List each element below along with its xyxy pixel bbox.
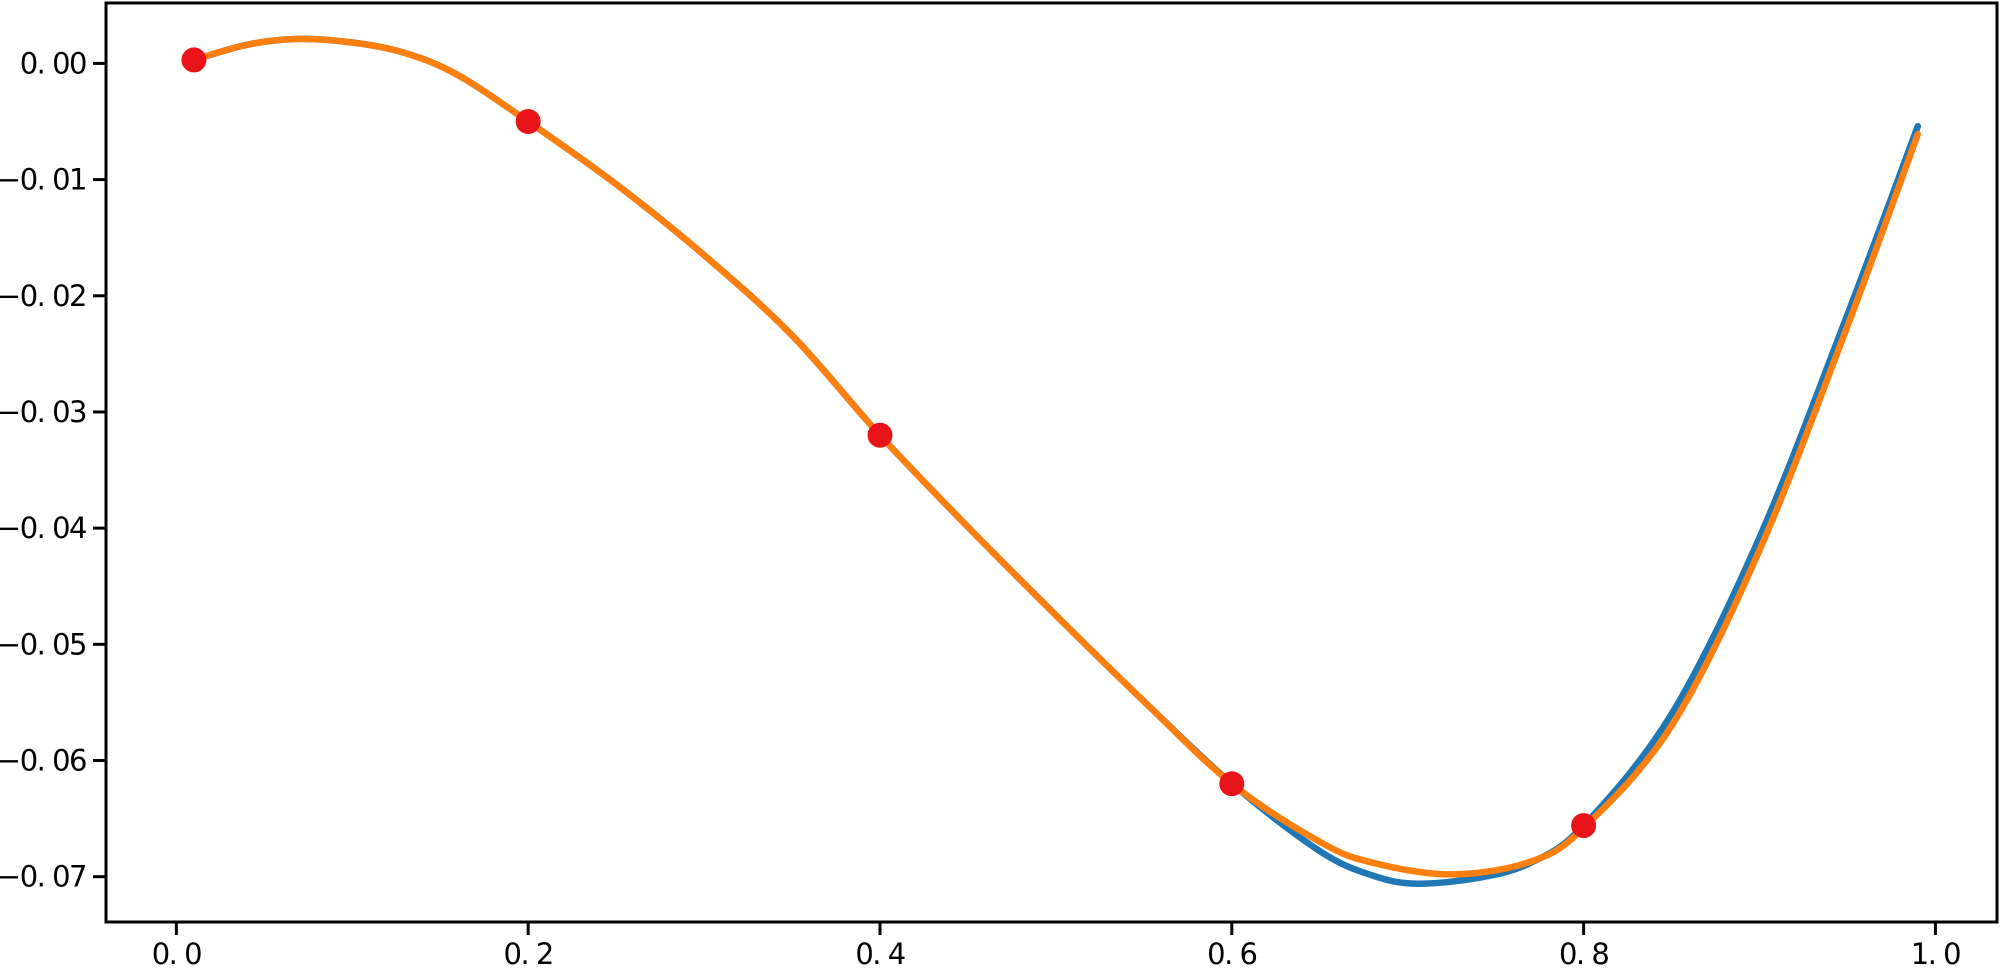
series-line-orange bbox=[190, 35, 1922, 878]
node-marker bbox=[515, 109, 541, 135]
y-tick-label: −0. 07 bbox=[0, 860, 86, 894]
y-tick-label: −0. 05 bbox=[0, 627, 86, 661]
y-tick-label: −0. 01 bbox=[0, 163, 86, 197]
y-tick-label: −0. 02 bbox=[0, 279, 86, 313]
y-tick-label: 0. 00 bbox=[20, 46, 86, 80]
node-marker bbox=[181, 47, 207, 73]
x-tick-label: 0. 8 bbox=[1559, 937, 1608, 969]
y-tick-label: −0. 03 bbox=[0, 395, 86, 429]
y-tick-label: −0. 04 bbox=[0, 511, 86, 545]
series-line-blue bbox=[190, 35, 1922, 887]
node-marker bbox=[867, 422, 893, 448]
plot-border bbox=[104, 1, 1999, 924]
x-tick-label: 0. 4 bbox=[855, 937, 904, 969]
x-tick-label: 1. 0 bbox=[1911, 937, 1960, 969]
x-tick-label: 0. 6 bbox=[1207, 937, 1256, 969]
y-tick-label: −0. 06 bbox=[0, 744, 86, 778]
node-marker bbox=[1571, 813, 1597, 839]
x-tick-label: 0. 0 bbox=[152, 937, 201, 969]
x-tick-label: 0. 2 bbox=[504, 937, 553, 969]
node-marker bbox=[1219, 771, 1245, 797]
